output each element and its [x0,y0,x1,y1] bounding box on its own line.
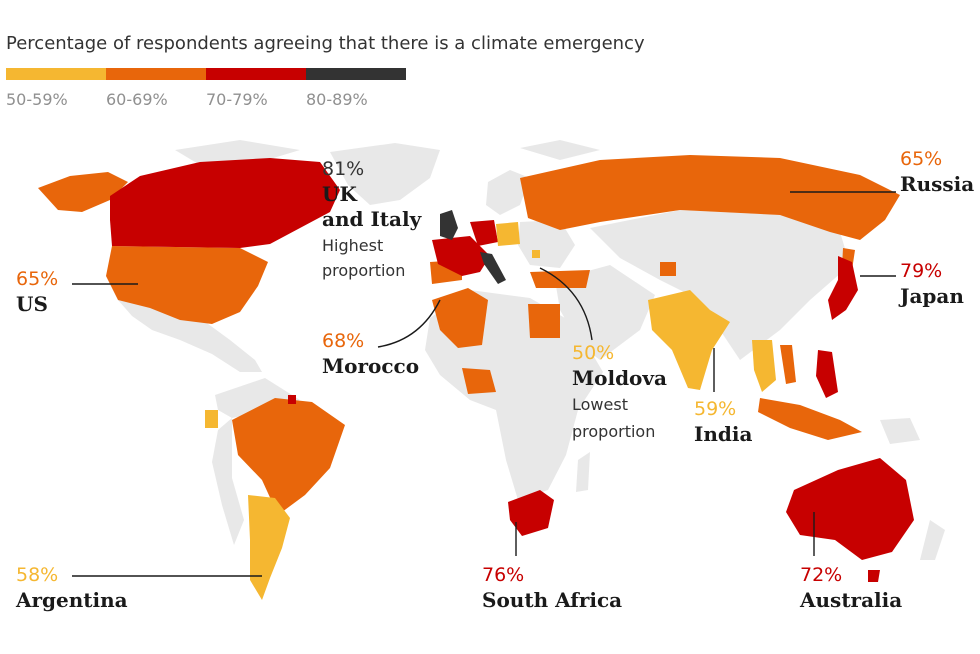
callout-south-africa-pct: 76% [482,564,525,586]
world-map [38,140,945,600]
callout-japan-pct: 79% [900,260,943,282]
callout-japan-name: Japan [900,284,964,308]
callout-uk-italy-pct: 81% [322,158,365,180]
band-70-79-countries [110,158,914,582]
legend-swatch-80-89 [306,68,406,80]
callout-argentina-pct: 58% [16,564,59,586]
no-data-land [118,140,945,560]
legend-swatch-60-69 [106,68,206,80]
callout-argentina-name: Argentina [16,588,128,612]
legend-label-70-79: 70-79% [206,90,268,109]
callout-morocco: 68% Morocco [322,328,419,379]
map-title: Percentage of respondents agreeing that … [6,33,645,54]
callout-uk-italy-name-line2: and Italy [322,207,422,231]
leader-lines [72,191,896,577]
band-80-89-countries [440,210,506,284]
callout-moldova-note-line2: proportion [572,422,656,441]
legend-label-80-89: 80-89% [306,90,368,109]
callout-uk-italy-note-line2: proportion [322,261,406,280]
callout-australia: 72% Australia [800,562,902,613]
legend-label-60-69: 60-69% [106,90,168,109]
callout-russia: 65% Russia [900,146,974,197]
callout-us-name: US [16,292,48,316]
callout-russia-name: Russia [900,172,975,196]
callout-morocco-name: Morocco [322,354,420,378]
callout-south-africa-name: South Africa [482,588,623,612]
callout-uk-italy-note-line1: Highest [322,236,384,255]
callout-moldova-note-line1: Lowest [572,395,628,414]
band-60-69-countries [38,155,900,515]
callout-morocco-pct: 68% [322,330,365,352]
callout-australia-pct: 72% [800,564,843,586]
band-50-59-countries [205,222,776,600]
callout-japan: 79% Japan [900,258,964,309]
callout-south-africa: 76% South Africa [482,562,622,613]
legend-swatch-50-59 [6,68,106,80]
callout-uk-italy-name-line1: UK [322,182,357,206]
callout-india-name: India [694,422,753,446]
callout-uk-italy: 81% UK and Italy Highest proportion [322,156,421,283]
legend-label-50-59: 50-59% [6,90,68,109]
callout-russia-pct: 65% [900,148,943,170]
callout-moldova-pct: 50% [572,342,615,364]
callout-us: 65% US [16,266,58,317]
callout-india: 59% India [694,396,752,447]
callout-moldova-name: Moldova [572,366,667,390]
callout-argentina: 58% Argentina [16,562,128,613]
callout-australia-name: Australia [800,588,903,612]
callout-us-pct: 65% [16,268,59,290]
callout-india-pct: 59% [694,398,737,420]
callout-moldova: 50% Moldova Lowest proportion [572,340,667,445]
legend-swatch-70-79 [206,68,306,80]
